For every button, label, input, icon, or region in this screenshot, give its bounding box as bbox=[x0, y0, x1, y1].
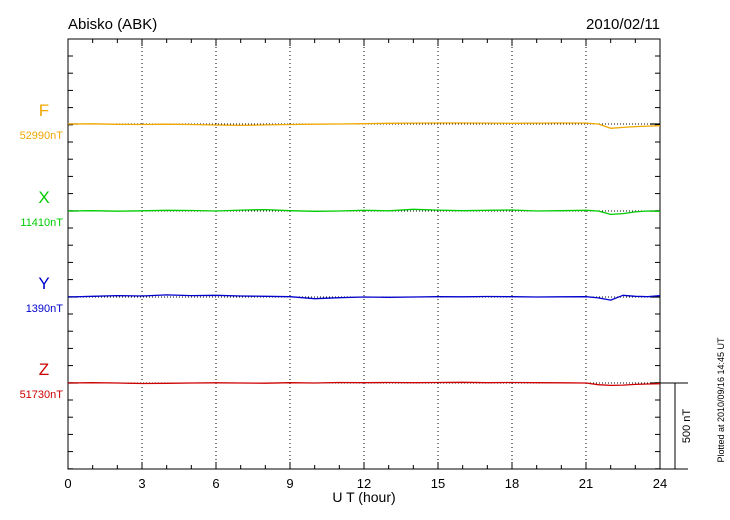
scale-bar-label: 500 nT bbox=[681, 409, 693, 444]
series-line-y bbox=[67, 294, 661, 301]
axis-ticks bbox=[67, 39, 661, 470]
series-name-z: Z bbox=[39, 360, 49, 379]
x-tick-label: 18 bbox=[505, 476, 519, 491]
series-baseline-y: 1390nT bbox=[26, 303, 64, 315]
chart-date: 2010/02/11 bbox=[586, 16, 660, 33]
x-tick-label: 6 bbox=[212, 476, 219, 491]
x-tick-label: 12 bbox=[357, 476, 371, 491]
series-baseline-f: 52990nT bbox=[20, 130, 64, 142]
x-tick-label: 3 bbox=[138, 476, 145, 491]
scale-bar: 500 nT bbox=[660, 382, 693, 470]
grid-lines bbox=[141, 39, 587, 469]
x-tick-labels: 0 3 6 9 12 15 18 21 24 bbox=[64, 476, 667, 491]
series-name-x: X bbox=[38, 188, 49, 207]
x-axis-label: U T (hour) bbox=[332, 489, 395, 505]
series-layer bbox=[67, 122, 661, 387]
x-tick-label: 21 bbox=[579, 476, 593, 491]
series-baseline-z: 51730nT bbox=[20, 389, 64, 401]
series-line-z bbox=[67, 381, 661, 387]
series-line-x bbox=[67, 208, 661, 216]
x-tick-label: 0 bbox=[64, 476, 71, 491]
plotted-note: Plotted at 2010/09/16 14:45 UT bbox=[716, 337, 726, 463]
x-tick-label: 15 bbox=[431, 476, 445, 491]
series-labels: F 52990nT X 11410nT Y 1390nT Z 51730nT bbox=[20, 101, 64, 401]
x-tick-label: 24 bbox=[653, 476, 667, 491]
series-name-y: Y bbox=[38, 274, 49, 293]
series-name-f: F bbox=[39, 101, 49, 120]
plot-frame bbox=[67, 38, 661, 470]
series-baseline-x: 11410nT bbox=[20, 217, 63, 229]
series-line-f bbox=[67, 122, 661, 129]
chart-title: Abisko (ABK) bbox=[68, 16, 157, 33]
x-tick-label: 9 bbox=[286, 476, 293, 491]
